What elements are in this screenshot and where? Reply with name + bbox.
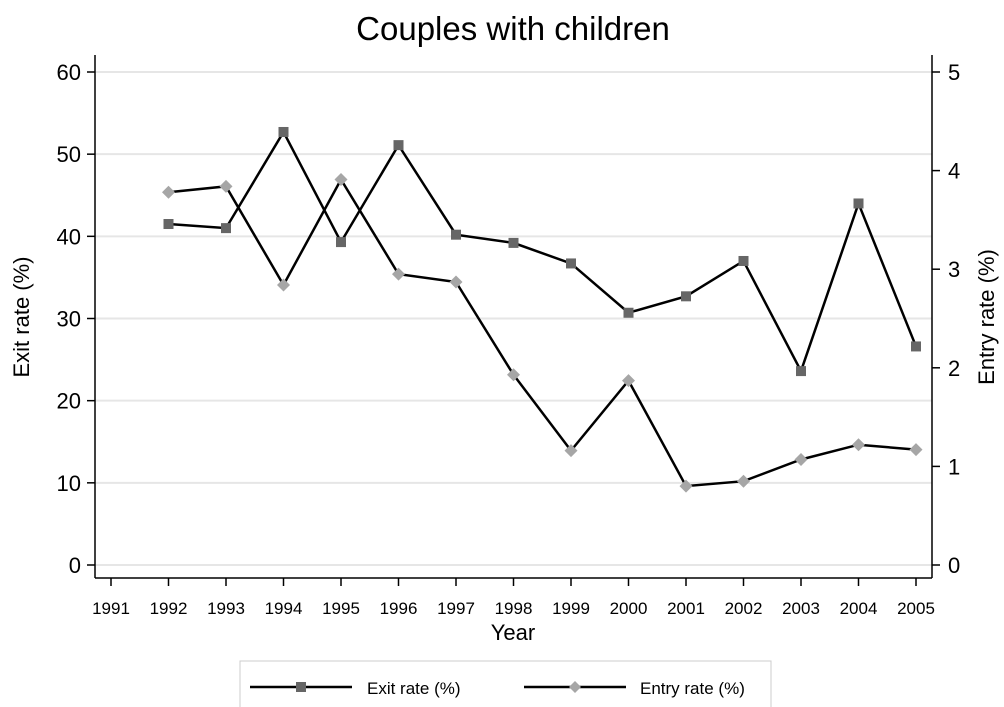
data-point [221, 223, 231, 234]
data-point [564, 444, 578, 458]
chart-title: Couples with children [356, 10, 670, 47]
series-entry-rate [162, 172, 923, 493]
x-ticks: 1991 1992 1993 1994 1995 1996 1997 1998 1999 2000… [92, 578, 935, 618]
x-tick-label: 2003 [782, 599, 820, 618]
data-point [451, 229, 461, 240]
legend-label-exit: Exit rate (%) [367, 679, 461, 698]
y-tick-label-left: 50 [57, 142, 81, 167]
data-point [737, 474, 750, 488]
data-point [334, 172, 348, 186]
y-ticks-left: 0 10 20 30 40 50 60 [57, 60, 95, 578]
legend-marker-exit [296, 682, 306, 692]
legend-label-entry: Entry rate (%) [640, 679, 745, 698]
y-tick-label-left: 0 [69, 553, 81, 578]
x-axis-label: Year [491, 620, 535, 645]
x-tick-label: 1998 [495, 599, 533, 618]
data-point [277, 278, 290, 292]
legend: Exit rate (%) Entry rate (%) [239, 660, 772, 707]
x-tick-label: 2002 [725, 599, 763, 618]
data-point [566, 258, 576, 269]
gridlines [95, 71, 932, 566]
y-tick-label-right: 5 [948, 60, 960, 85]
data-point [508, 237, 519, 248]
data-point [449, 275, 463, 289]
y-tick-label-right: 2 [948, 356, 960, 381]
y-axis-label-right: Entry rate (%) [974, 249, 999, 385]
legend-marker-entry [569, 681, 581, 693]
y-tick-label-left: 30 [57, 307, 81, 332]
series-line [168, 176, 917, 488]
x-tick-label: 1995 [322, 599, 360, 618]
data-point [853, 198, 864, 209]
series-exit-rate [163, 126, 921, 377]
data-point [622, 374, 635, 388]
data-point [336, 237, 346, 248]
x-tick-label: 1997 [437, 599, 475, 618]
legend-box [239, 660, 772, 707]
data-point [393, 140, 404, 151]
legend-item-exit: Exit rate (%) [250, 679, 461, 698]
x-tick-label: 1994 [265, 599, 303, 618]
y-tick-label-left: 20 [57, 389, 81, 414]
x-tick-label: 2004 [840, 599, 878, 618]
y-tick-label-right: 1 [948, 454, 960, 479]
data-point [681, 291, 691, 302]
y-tick-label-right: 0 [948, 553, 960, 578]
data-point [796, 366, 806, 377]
x-tick-label: 1992 [150, 599, 188, 618]
data-point [219, 179, 233, 193]
data-point [794, 452, 808, 466]
y-tick-label-left: 40 [57, 224, 81, 249]
data-point [911, 341, 921, 352]
y-ticks-right: 0 1 2 3 4 5 [932, 60, 960, 578]
series-layer [162, 126, 923, 493]
data-point [163, 219, 174, 230]
x-tick-label: 1993 [207, 599, 245, 618]
y-axis-label-left: Exit rate (%) [9, 256, 34, 377]
legend-item-entry: Entry rate (%) [524, 679, 745, 698]
x-tick-label: 2005 [897, 599, 935, 618]
data-point [852, 438, 865, 452]
y-tick-label-left: 10 [57, 471, 81, 496]
data-point [278, 126, 289, 137]
data-point [679, 479, 693, 493]
series-line [168, 129, 918, 375]
x-tick-label: 1996 [380, 599, 418, 618]
data-point [909, 443, 923, 457]
data-point [738, 255, 749, 266]
data-point [162, 185, 175, 199]
data-point [507, 368, 520, 382]
y-tick-label-right: 4 [948, 159, 960, 184]
x-tick-label: 1991 [92, 599, 130, 618]
data-point [623, 307, 634, 318]
x-tick-label: 2000 [610, 599, 648, 618]
data-point [392, 267, 405, 281]
y-tick-label-left: 60 [57, 60, 81, 85]
x-tick-label: 2001 [667, 599, 705, 618]
x-tick-label: 1999 [552, 599, 590, 618]
y-tick-label-right: 3 [948, 257, 960, 282]
